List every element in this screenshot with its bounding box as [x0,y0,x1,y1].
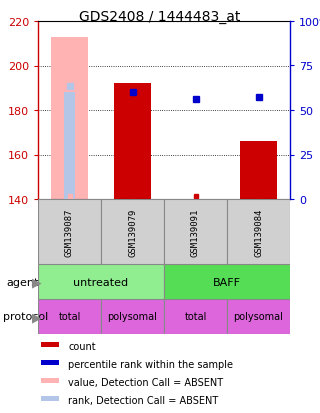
Text: GSM139084: GSM139084 [254,208,263,256]
Bar [164,264,290,299]
Text: value, Detection Call = ABSENT: value, Detection Call = ABSENT [68,377,224,387]
Bar [41,360,59,366]
Bar [227,299,290,334]
Text: GSM139087: GSM139087 [65,208,74,256]
Bar [64,93,75,199]
Bar [227,199,290,264]
Bar [41,342,59,347]
Text: ▶: ▶ [32,310,42,323]
Bar [41,378,59,383]
Text: GSM139079: GSM139079 [128,208,137,256]
Text: BAFF: BAFF [213,277,241,287]
Text: count: count [68,341,96,351]
Text: total: total [184,312,207,322]
Bar [51,38,88,199]
Bar [114,84,151,199]
Text: GSM139091: GSM139091 [191,208,200,256]
Text: protocol: protocol [3,312,48,322]
Text: ▶: ▶ [32,275,42,288]
Text: polysomal: polysomal [234,312,284,322]
Text: polysomal: polysomal [108,312,157,322]
Text: agent: agent [6,277,39,287]
Text: total: total [58,312,81,322]
Bar [41,396,59,401]
Bar [38,199,101,264]
Text: rank, Detection Call = ABSENT: rank, Detection Call = ABSENT [68,395,219,405]
Text: untreated: untreated [73,277,129,287]
Bar [101,199,164,264]
Bar [38,264,164,299]
Bar [38,299,101,334]
Text: percentile rank within the sample: percentile rank within the sample [68,359,233,369]
Bar [164,199,227,264]
Bar [101,299,164,334]
Text: GDS2408 / 1444483_at: GDS2408 / 1444483_at [79,10,241,24]
Bar [240,142,277,199]
Bar [164,299,227,334]
